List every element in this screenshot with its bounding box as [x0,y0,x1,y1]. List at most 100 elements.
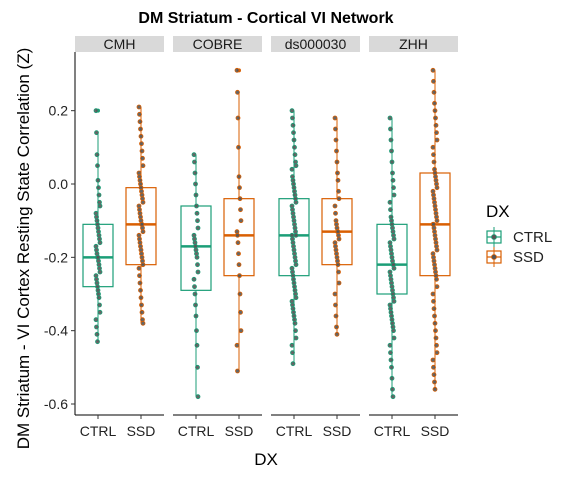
facet-strip [369,36,458,52]
x-tick-label: CTRL [178,423,215,439]
data-point [336,188,341,194]
data-point [434,247,440,253]
facet-ds000030: ds000030 CTRL SSD [271,36,360,439]
data-point [95,163,100,169]
facet-strip [173,36,262,52]
data-point [334,324,339,330]
data-point [432,108,438,114]
data-point [390,177,396,183]
y-tick-label: 0.2 [49,103,69,119]
data-point [391,236,397,242]
data-point [191,276,197,282]
data-point [336,196,342,202]
legend-label: CTRL [513,229,552,246]
data-point [236,144,241,150]
facet-strip-label: ZHH [399,36,428,52]
data-point [431,364,436,370]
data-point [332,291,338,297]
data-point [336,269,341,275]
data-point [293,199,299,205]
data-point [140,163,146,169]
data-point [193,302,198,308]
data-point [192,170,198,176]
data-point [333,302,338,308]
data-point [139,148,145,154]
data-point [234,342,240,348]
data-point [140,262,146,268]
data-point [291,130,296,136]
data-point [193,192,199,198]
data-point [236,174,242,180]
data-point [433,122,439,128]
data-point [139,141,144,147]
data-point [333,210,338,216]
data-point [334,331,340,337]
data-point [332,115,338,121]
data-point [391,298,397,304]
data-point [195,394,201,400]
data-point [96,295,102,301]
data-point [389,148,394,154]
data-point [292,144,297,150]
data-point [195,218,200,224]
data-point [434,130,439,136]
data-point [194,203,199,209]
data-point [138,133,144,139]
data-point [195,364,200,370]
data-point [290,350,295,356]
data-point [96,185,101,191]
data-point [389,364,394,370]
data-point [391,192,397,198]
y-axis-label: DM Striatum - VI Cortex Resting State Co… [14,48,33,450]
data-point [238,207,243,213]
data-point [335,170,340,176]
x-tick-label: CTRL [276,423,313,439]
data-point [97,240,103,246]
facet-strip-label: ds000030 [285,36,347,52]
data-point [388,126,393,132]
data-point [434,342,439,348]
facet-strip [75,36,164,52]
data-point [432,386,438,392]
data-point [140,155,145,161]
x-axis-label: DX [254,450,278,469]
x-tick-label: CTRL [80,423,117,439]
facet-cobre: COBRE CTRL SSD [173,36,262,439]
data-point [136,104,142,110]
data-point [97,269,103,275]
data-point [290,122,296,128]
data-point [430,291,436,297]
data-point [238,309,243,315]
data-point [193,181,198,187]
data-point [430,357,436,363]
data-point [431,306,437,312]
data-point [391,335,397,341]
data-point [293,335,299,341]
data-point [234,67,240,73]
x-tick-label: SSD [225,423,254,439]
data-point [430,67,436,73]
data-point [235,240,241,246]
data-point [94,324,99,330]
data-point [237,185,242,191]
data-point [137,273,142,279]
data-point [235,232,240,238]
box-ctrl [180,152,212,400]
data-point [290,115,295,121]
data-point [334,148,339,154]
data-point [194,210,200,216]
data-point [391,185,396,191]
facet-strip-label: COBRE [193,36,243,52]
data-point [431,298,436,304]
data-point [97,309,103,315]
data-point [432,313,437,319]
data-point [293,262,299,268]
data-point [194,342,200,348]
data-point [193,313,199,319]
data-point [389,159,395,165]
data-point [388,357,394,363]
data-point [192,291,198,297]
chart-title: DM Striatum - Cortical VI Network [138,10,393,27]
data-point [387,115,393,121]
